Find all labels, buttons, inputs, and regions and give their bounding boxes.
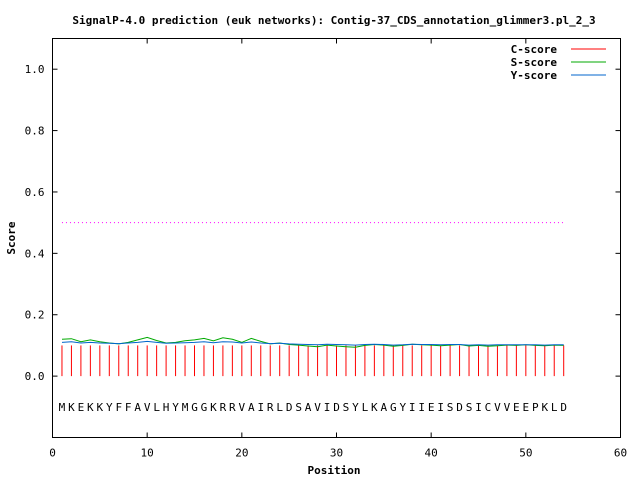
sequence-residue: D [286,401,293,414]
x-tick-label: 10 [141,447,154,460]
x-tick-label: 20 [235,447,248,460]
y-tick-label: 0.0 [25,370,45,383]
sequence-residue: A [248,401,255,414]
x-tick-label: 0 [49,447,56,460]
sequence-residue: S [466,401,473,414]
sequence-residue: I [257,401,264,414]
sequence-residue: I [418,401,425,414]
c-score-series [61,345,565,377]
sequence-residue: Y [352,401,359,414]
chart-title: SignalP-4.0 prediction (euk networks): C… [72,14,595,27]
axis-ticks: 0 10 20 30 40 50 60 0.0 0.2 0.4 0.6 0.8 1.0 [25,38,627,460]
s-score-legend-label: S-score [511,56,558,69]
sequence-residue: L [153,401,160,414]
y-tick-label: 0.2 [25,309,45,322]
sequence-residue: L [362,401,369,414]
sequence-residue: F [115,401,122,414]
x-tick-label: 60 [614,447,627,460]
sequence-residue: I [324,401,331,414]
sequence-residue: E [428,401,435,414]
sequence-residue: E [523,401,530,414]
y-score-legend-label: Y-score [511,69,558,82]
sequence-residue: S [295,401,302,414]
s-score-line [61,336,564,348]
y-score-series [61,340,564,346]
sequence-residue: C [485,401,492,414]
y-tick-label: 0.4 [25,247,45,260]
sequence-residue: M [59,401,66,414]
y-axis-label: Score [5,221,18,254]
sequence-residue: V [144,401,151,414]
sequence-residue: K [87,401,94,414]
sequence-residue: D [456,401,463,414]
sequence-residue: D [333,401,340,414]
c-score-legend-label: C-score [511,43,558,56]
y-score-line [61,340,564,346]
sequence-residue: V [239,401,246,414]
sequence-residue: Y [106,401,113,414]
sequence-residue: F [125,401,132,414]
y-tick-label: 1.0 [25,63,45,76]
sequence-residue: K [210,401,217,414]
sequence-residue: R [229,401,236,414]
sequence-residue: I [475,401,482,414]
sequence-residue: I [409,401,416,414]
sequence-residue: K [371,401,378,414]
sequence-residue: R [220,401,227,414]
x-tick-label: 40 [425,447,438,460]
sequence-residue: G [201,401,208,414]
sequence-residue: V [504,401,511,414]
sequence-residue: L [276,401,283,414]
sequence-residue: M [182,401,189,414]
sequence-residue: E [513,401,520,414]
x-tick-label: 50 [519,447,532,460]
sequence-residue: Y [172,401,179,414]
plot-frame [52,38,621,438]
s-score-series [61,336,564,348]
sequence-residue: G [191,401,198,414]
sequence-residue: H [163,401,170,414]
sequence-residue: K [68,401,75,414]
x-axis-label: Position [308,464,361,477]
sequence-residue: A [381,401,388,414]
sequence-residue: K [541,401,548,414]
y-tick-label: 0.6 [25,186,45,199]
sequence-residue: V [314,401,321,414]
sequence-residue: E [78,401,85,414]
sequence-residue: V [494,401,501,414]
sequence-residue: D [560,401,567,414]
sequence-residue: L [551,401,558,414]
sequence-residue: A [134,401,141,414]
sequence-residue: S [343,401,350,414]
sequence-residue: K [97,401,104,414]
series-layer [61,336,565,377]
sequence-residue: I [437,401,444,414]
sequence-residue: R [267,401,274,414]
sequence-residue: P [532,401,539,414]
sequence-residue: G [390,401,397,414]
x-tick-label: 30 [330,447,343,460]
sequence-residue: A [305,401,312,414]
sequence-residue: S [447,401,454,414]
sequence-residue: Y [399,401,406,414]
y-tick-label: 0.8 [25,125,45,138]
